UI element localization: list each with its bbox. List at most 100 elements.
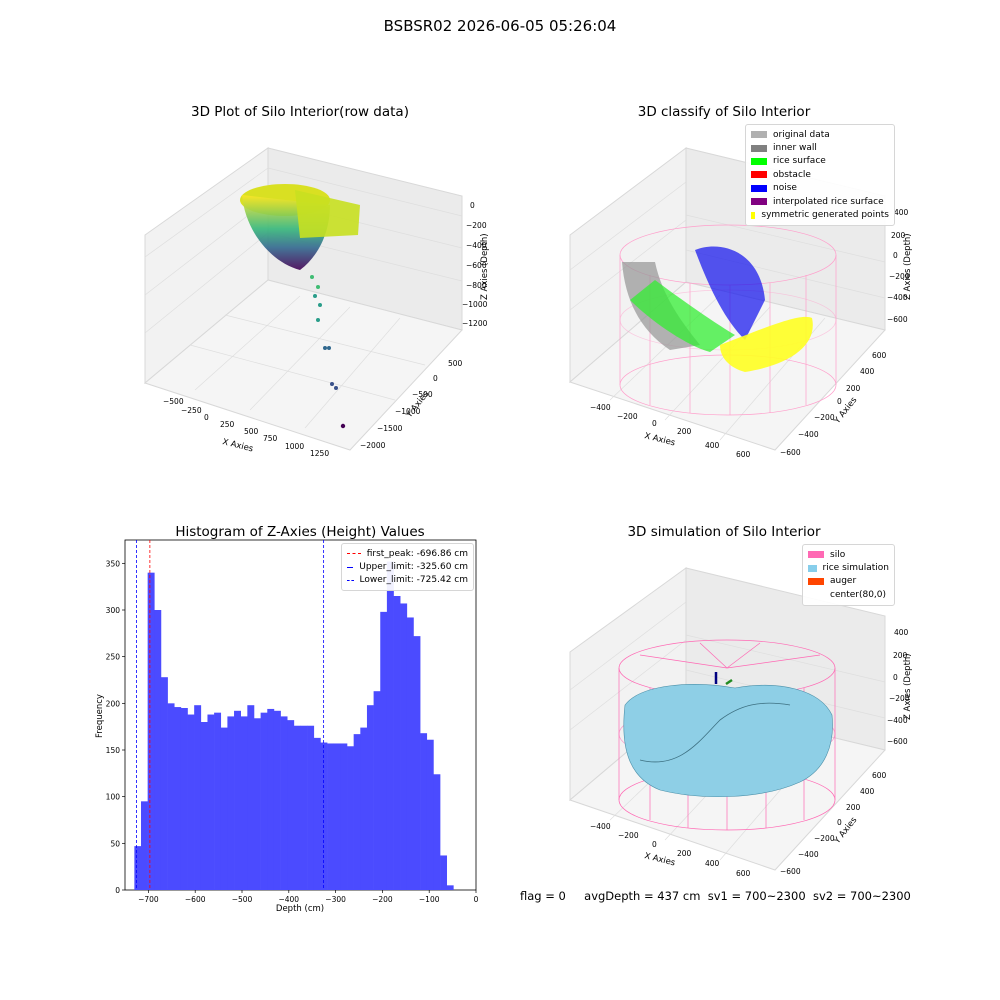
legend-swatch bbox=[751, 171, 767, 179]
panel3-xlabel: Depth (cm) bbox=[276, 904, 324, 914]
histogram-bar bbox=[147, 572, 155, 890]
svg-text:−2000: −2000 bbox=[360, 441, 386, 450]
legend-item-auger: auger bbox=[808, 575, 889, 588]
figure-title: BSBSR02 2026-06-05 05:26:04 bbox=[383, 17, 617, 35]
histogram-bar bbox=[154, 610, 162, 890]
panel4-zlabel: Z Axies (Depth) bbox=[903, 653, 913, 720]
svg-text:500: 500 bbox=[244, 427, 259, 436]
panel1-xlabel: X Axies bbox=[221, 437, 254, 454]
legend-swatch bbox=[751, 131, 767, 139]
panel3-ylabel: Frequency bbox=[95, 694, 105, 738]
svg-text:−200: −200 bbox=[466, 221, 487, 230]
svg-text:−200: −200 bbox=[618, 831, 639, 840]
panel3-y-ticks: 0 50 100 150 200 250 300 350 bbox=[106, 559, 125, 895]
svg-text:−400: −400 bbox=[798, 430, 819, 439]
svg-text:−200: −200 bbox=[814, 413, 835, 422]
histogram-bar bbox=[426, 739, 434, 890]
panel3-axes: −700 −600 −500 −400 −300 −200 −100 0 0 50 100 150 2… bbox=[106, 539, 479, 904]
panel4-x-ticklabels: −400 −200 0 200 400 600 bbox=[590, 822, 751, 878]
svg-text:0: 0 bbox=[837, 818, 842, 827]
legend-item-upper-limit: Upper_limit: -325.60 cm bbox=[347, 560, 468, 573]
histogram-bar bbox=[440, 855, 448, 890]
histogram-bar bbox=[160, 677, 168, 890]
x-tick-label: −700 bbox=[138, 895, 159, 904]
panel1-title: 3D Plot of Silo Interior(row data) bbox=[191, 104, 409, 120]
histogram-bar bbox=[293, 725, 301, 890]
svg-text:−200: −200 bbox=[617, 412, 638, 421]
panel2-legend: original data inner wall rice surface ob… bbox=[745, 124, 895, 226]
x-tick-label: −100 bbox=[419, 895, 440, 904]
histogram-bar bbox=[194, 705, 202, 890]
svg-text:400: 400 bbox=[894, 208, 909, 217]
svg-text:250: 250 bbox=[220, 420, 235, 429]
status-line: flag = 0 avgDepth = 437 cm sv1 = 700~230… bbox=[520, 889, 911, 903]
histogram-bar bbox=[327, 743, 335, 890]
panel1-x-ticklabels: −500−250 0 250 500 750 1000 1250 bbox=[163, 397, 329, 458]
panel4-title: 3D simulation of Silo Interior bbox=[627, 524, 821, 540]
histogram-bar bbox=[207, 714, 215, 890]
svg-text:400: 400 bbox=[860, 367, 875, 376]
avg-depth-text: avgDepth = 437 cm bbox=[584, 889, 701, 903]
svg-text:−250: −250 bbox=[181, 406, 202, 415]
histogram-bar bbox=[340, 743, 348, 890]
svg-text:500: 500 bbox=[448, 359, 463, 368]
y-tick-label: 350 bbox=[106, 559, 121, 568]
svg-text:−600: −600 bbox=[466, 261, 487, 270]
panel3-legend: first_peak: -696.86 cm Upper_limit: -325… bbox=[341, 543, 474, 592]
svg-text:−400: −400 bbox=[887, 293, 908, 302]
svg-text:0: 0 bbox=[470, 201, 475, 210]
svg-text:−200: −200 bbox=[889, 272, 910, 281]
y-tick-label: 100 bbox=[106, 793, 121, 802]
legend-item-first-peak: first_peak: -696.86 cm bbox=[347, 547, 468, 560]
histogram-bar bbox=[273, 710, 281, 890]
x-tick-label: −300 bbox=[325, 895, 346, 904]
histogram-bar bbox=[446, 885, 454, 890]
legend-swatch bbox=[751, 184, 767, 192]
histogram-bar bbox=[433, 774, 441, 890]
x-tick-label: −600 bbox=[185, 895, 206, 904]
svg-text:200: 200 bbox=[893, 651, 908, 660]
svg-text:−400: −400 bbox=[590, 822, 611, 831]
panel2-zlabel: Z Axies (Depth) bbox=[903, 233, 913, 300]
svg-text:0: 0 bbox=[433, 374, 438, 383]
svg-text:400: 400 bbox=[705, 859, 720, 868]
y-tick-label: 150 bbox=[106, 746, 121, 755]
svg-text:0: 0 bbox=[652, 419, 657, 428]
histogram-bar bbox=[333, 743, 341, 890]
panel2-symmetric-points bbox=[720, 316, 813, 372]
panel1-y-ticklabels: 500 0 −500 −1000 −1500 −2000 bbox=[360, 359, 463, 450]
legend-line bbox=[347, 553, 361, 555]
histogram-bar bbox=[366, 705, 374, 890]
legend-item-original-data: original data bbox=[751, 128, 889, 141]
panel4-legend: silo rice simulation auger center(80,0) bbox=[802, 544, 895, 606]
panel4-y-ticklabels: 600 400 200 0 −200 −400 −600 bbox=[780, 771, 887, 876]
legend-line bbox=[347, 579, 354, 581]
svg-text:400: 400 bbox=[705, 441, 720, 450]
sv1-text: sv1 = 700~2300 bbox=[707, 889, 806, 903]
svg-text:−1000: −1000 bbox=[395, 407, 421, 416]
svg-text:200: 200 bbox=[846, 384, 861, 393]
svg-text:0: 0 bbox=[652, 840, 657, 849]
svg-text:−500: −500 bbox=[163, 397, 184, 406]
histogram-bar bbox=[307, 725, 315, 890]
svg-text:200: 200 bbox=[846, 803, 861, 812]
svg-text:−400: −400 bbox=[466, 241, 487, 250]
svg-text:−500: −500 bbox=[412, 390, 433, 399]
svg-text:−200: −200 bbox=[814, 834, 835, 843]
x-tick-label: −400 bbox=[278, 895, 299, 904]
svg-text:−600: −600 bbox=[887, 315, 908, 324]
histogram-bar bbox=[347, 746, 354, 890]
sv2-text: sv2 = 700~2300 bbox=[812, 889, 911, 903]
histogram-bar bbox=[280, 716, 288, 890]
y-tick-label: 250 bbox=[106, 653, 121, 662]
histogram-bar bbox=[400, 603, 408, 890]
histogram-bar bbox=[413, 636, 421, 890]
histogram-bar bbox=[267, 708, 275, 890]
histogram-bar bbox=[287, 720, 295, 890]
panel4-xlabel: X Axies bbox=[643, 851, 676, 868]
svg-text:0: 0 bbox=[893, 673, 898, 682]
legend-swatch bbox=[808, 577, 824, 585]
histogram-bar bbox=[420, 733, 428, 890]
svg-text:−400: −400 bbox=[590, 403, 611, 412]
y-tick-label: 300 bbox=[106, 606, 121, 615]
